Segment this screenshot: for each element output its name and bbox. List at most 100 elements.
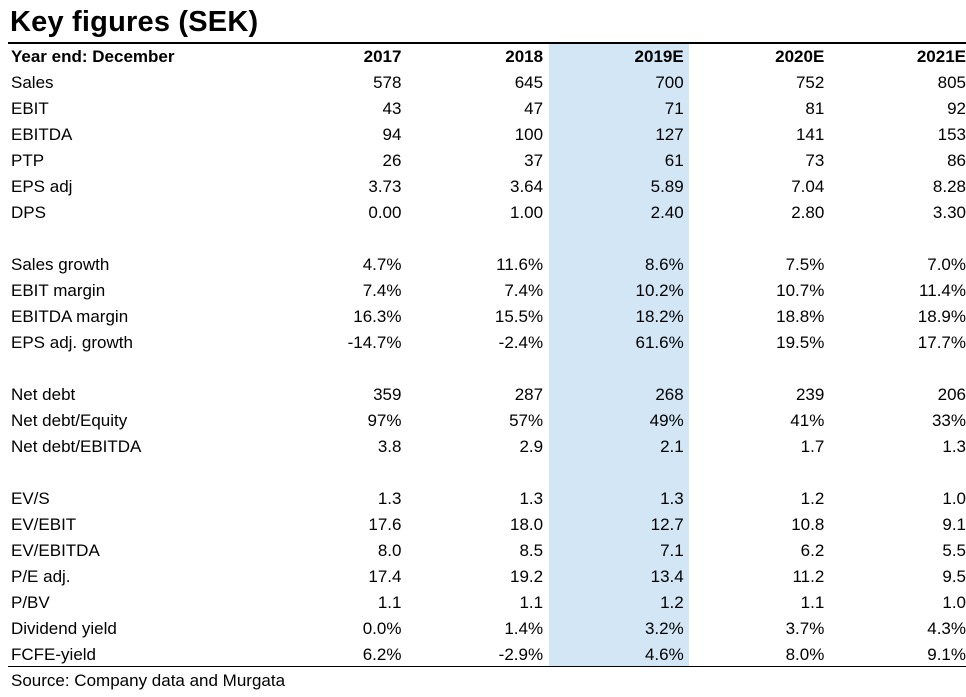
cell-2018: 47 [524, 99, 544, 118]
cell-2020e: 1.1 [800, 593, 825, 612]
cell-2021e: 8.28 [932, 177, 966, 196]
cell-2018: 37 [524, 151, 544, 170]
table-row: Net debt/Equity 97% 57% 49% 41% 33% [0, 408, 966, 434]
row-label: PTP [11, 151, 45, 170]
row-label: EBIT [11, 99, 49, 118]
cell-2018: 100 [514, 125, 544, 144]
table-row: FCFE-yield 6.2% -2.9% 4.6% 8.0% 9.1% [0, 642, 966, 668]
cell-2017: 7.4% [362, 281, 402, 300]
page-title: Key figures (SEK) [10, 6, 259, 38]
table-row: P/BV 1.1 1.1 1.2 1.1 1.0 [0, 590, 966, 616]
cell-2018: 2.9 [519, 437, 544, 456]
cell-2017: 3.73 [368, 177, 402, 196]
cell-2021e: 17.7% [917, 333, 966, 352]
cell-2018: 8.5 [519, 541, 544, 560]
cell-2018 [401, 460, 543, 486]
cell-2017: 8.0 [377, 541, 402, 560]
cell-2018: 1.1 [519, 593, 544, 612]
cell-2017: 94 [382, 125, 402, 144]
cell-2019e: 61 [664, 151, 684, 170]
cell-2018: 11.6% [496, 255, 544, 274]
table-row: EV/EBITDA 8.0 8.5 7.1 6.2 5.5 [0, 538, 966, 564]
row-label: FCFE-yield [11, 645, 97, 664]
cell-2019e: 8.6% [644, 255, 684, 274]
cell-2019e: 61.6% [635, 333, 684, 352]
table-row: EPS adj 3.73 3.64 5.89 7.04 8.28 [0, 174, 966, 200]
cell-2019e: 700 [655, 73, 684, 92]
spacer-row [0, 460, 966, 486]
cell-2017: 0.0% [362, 619, 402, 638]
cell-2017 [224, 356, 401, 382]
cell-2020e: 10.7% [776, 281, 825, 300]
cell-2018: 18.0 [510, 515, 544, 534]
cell-2020e: 1.7 [800, 437, 825, 456]
cell-2018: 1.00 [510, 203, 544, 222]
cell-2017: 17.4 [368, 567, 402, 586]
cell-2021e: 5.5 [942, 541, 966, 560]
cell-2020e: 8.0% [785, 645, 825, 664]
cell-2019e: 5.89 [650, 177, 684, 196]
table-row: Sales growth 4.7% 11.6% 8.6% 7.5% 7.0% [0, 252, 966, 278]
cell-2020e: 6.2 [800, 541, 825, 560]
cell-2021e: 1.3 [942, 437, 966, 456]
table-row: EPS adj. growth -14.7% -2.4% 61.6% 19.5% 17.7… [0, 330, 966, 356]
spacer-row [0, 356, 966, 382]
row-label: Net debt [11, 385, 76, 404]
table-row: Sales 578 645 700 752 805 [0, 70, 966, 96]
table-row: EBITDA margin 16.3% 15.5% 18.2% 18.8% 18.9% [0, 304, 966, 330]
cell-2017: 359 [373, 385, 402, 404]
cell-2021e: 11.4% [919, 281, 966, 300]
table-row: Net debt 359 287 268 239 206 [0, 382, 966, 408]
cell-2018: 7.4% [504, 281, 544, 300]
cell-2020e: 7.5% [785, 255, 825, 274]
cell-2017: -14.7% [347, 333, 402, 352]
cell-2021e: 9.1% [927, 645, 966, 664]
cell-2020e: 141 [795, 125, 825, 144]
row-label: Dividend yield [11, 619, 117, 638]
cell-2021e: 1.0 [942, 593, 966, 612]
cell-2021e: 805 [937, 73, 966, 92]
row-label [0, 226, 224, 252]
cell-2018: 3.64 [510, 177, 544, 196]
cell-2020e [684, 460, 825, 486]
cell-2018: 57% [509, 411, 544, 430]
cell-2021e [824, 226, 966, 252]
cell-2020e: 81 [805, 99, 825, 118]
cell-2021e: 153 [937, 125, 966, 144]
cell-2018: 15.5% [494, 307, 544, 326]
row-label: EPS adj [11, 177, 73, 196]
cell-2019e: 268 [655, 385, 684, 404]
cell-2021e: 9.1 [942, 515, 966, 534]
cell-2020e: 11.2 [792, 567, 825, 586]
cell-2019e: 1.2 [660, 593, 684, 612]
row-label: Net debt/EBITDA [11, 437, 142, 456]
cell-2021e: 4.3% [927, 619, 966, 638]
cell-2020e: 19.5% [776, 333, 825, 352]
cell-2021e: 9.5 [942, 567, 966, 586]
cell-2017: 97% [367, 411, 402, 430]
cell-2020e [684, 226, 825, 252]
table-row: Net debt/EBITDA 3.8 2.9 2.1 1.7 1.3 [0, 434, 966, 460]
cell-2020e: 3.7% [785, 619, 825, 638]
cell-2017: 1.1 [377, 593, 402, 612]
cell-2021e: 3.30 [932, 203, 966, 222]
cell-2020e: 7.04 [791, 177, 825, 196]
cell-2020e: 239 [795, 385, 825, 404]
cell-2018: 287 [514, 385, 544, 404]
cell-2019e: 127 [655, 125, 684, 144]
header-year-2021e: 2021E [916, 47, 966, 66]
cell-2020e: 41% [790, 411, 825, 430]
row-label [0, 460, 224, 486]
table-row: Dividend yield 0.0% 1.4% 3.2% 3.7% 4.3% [0, 616, 966, 642]
cell-2018: -2.9% [498, 645, 544, 664]
cell-2019e: 13.4 [650, 567, 684, 586]
table-row: EBIT margin 7.4% 7.4% 10.2% 10.7% 11.4% [0, 278, 966, 304]
cell-2019e: 49% [649, 411, 684, 430]
cell-2017: 3.8 [377, 437, 402, 456]
cell-2019e: 2.1 [660, 437, 684, 456]
row-label: DPS [11, 203, 46, 222]
table-row: EV/S 1.3 1.3 1.3 1.2 1.0 [0, 486, 966, 512]
cell-2017: 4.7% [362, 255, 402, 274]
cell-2021e: 1.0 [942, 489, 966, 508]
row-label: Net debt/Equity [11, 411, 128, 430]
